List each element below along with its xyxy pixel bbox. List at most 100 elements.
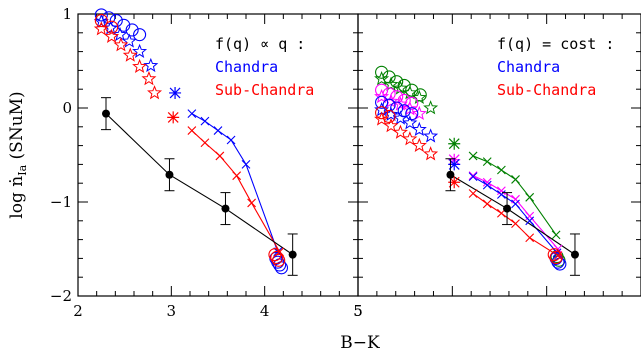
- series-line: [191, 113, 279, 253]
- point-cross: [200, 138, 210, 148]
- point-dot: [221, 204, 230, 213]
- point-star: [411, 137, 427, 152]
- point-circle: [94, 8, 108, 22]
- point-cross: [468, 151, 478, 161]
- point-cross: [468, 172, 478, 182]
- point-asterisk: [448, 158, 461, 171]
- point-star: [121, 33, 137, 48]
- point-star: [411, 105, 427, 121]
- point-star: [383, 76, 399, 91]
- point-star: [141, 70, 157, 86]
- point-cross: [482, 180, 492, 190]
- point-asterisk: [448, 176, 461, 189]
- point-circle: [94, 14, 108, 28]
- series-line: [105, 113, 293, 256]
- point-dot: [102, 109, 110, 118]
- series-line: [472, 155, 557, 236]
- point-cross: [187, 126, 197, 135]
- point-star: [402, 115, 418, 130]
- point-star: [143, 57, 159, 73]
- point-star: [383, 106, 399, 121]
- point-star: [112, 26, 128, 42]
- series-lines: [105, 113, 576, 257]
- legend-left-title: f(q) ∝ q :: [215, 35, 305, 53]
- point-cross: [496, 165, 506, 175]
- point-cross: [215, 151, 225, 161]
- data-marks: [93, 8, 580, 276]
- point-cross: [525, 211, 535, 221]
- point-star: [423, 146, 439, 161]
- point-circle: [125, 23, 139, 37]
- point-star: [402, 85, 418, 100]
- point-star: [93, 21, 109, 36]
- point-star: [104, 28, 120, 43]
- point-circle: [272, 253, 286, 267]
- x-axis-title: B−K: [340, 333, 380, 353]
- y-tick-label: 0: [62, 99, 72, 117]
- point-star: [423, 128, 439, 143]
- series-line: [472, 176, 558, 254]
- series-line: [450, 174, 576, 256]
- x-tick-label: 5: [353, 302, 363, 320]
- point-circle: [382, 87, 396, 101]
- point-star: [147, 85, 163, 100]
- point-dot: [165, 170, 174, 179]
- point-asterisk: [167, 111, 180, 124]
- point-cross: [525, 192, 535, 202]
- x-tick-label: 3: [167, 302, 177, 320]
- point-cross: [482, 199, 492, 209]
- legend-right-chandra: Chandra: [497, 58, 560, 76]
- point-cross: [525, 216, 535, 226]
- point-cross: [496, 186, 506, 196]
- point-star: [423, 100, 439, 115]
- point-cross: [213, 126, 223, 135]
- point-cross: [200, 116, 210, 126]
- point-star: [374, 70, 390, 86]
- point-star: [113, 37, 129, 52]
- point-circle: [547, 248, 561, 262]
- axes-frame: 2 3 4 510−1−25: [50, 5, 641, 320]
- point-cross: [468, 171, 478, 181]
- point-star: [132, 58, 148, 74]
- axis-labels: log ṅIa (SNuM) B−K: [7, 91, 380, 353]
- point-dot: [446, 170, 455, 179]
- point-circle: [405, 83, 419, 97]
- point-cross: [482, 177, 492, 187]
- point-star: [392, 80, 408, 95]
- point-circle: [375, 95, 389, 109]
- point-cross: [496, 190, 506, 199]
- point-star: [411, 121, 427, 136]
- x-tick-label: 2: [73, 302, 83, 320]
- point-cross: [511, 199, 520, 209]
- point-star: [402, 131, 418, 146]
- point-circle: [549, 250, 563, 265]
- x-tick-label: 4: [260, 302, 270, 320]
- legend-left-chandra: Chandra: [215, 58, 278, 76]
- point-star: [383, 117, 399, 133]
- point-star: [122, 47, 138, 62]
- point-cross: [232, 171, 242, 181]
- point-cross: [468, 189, 478, 198]
- point-star: [392, 110, 408, 125]
- point-circle: [397, 104, 411, 118]
- point-cross: [187, 109, 197, 119]
- point-dot: [570, 250, 579, 259]
- point-circle: [382, 98, 396, 112]
- point-cross: [511, 219, 520, 229]
- point-cross: [511, 194, 520, 204]
- point-dot: [288, 250, 297, 259]
- point-star: [132, 43, 148, 58]
- point-star: [374, 88, 390, 104]
- series-line: [472, 175, 559, 250]
- y-tick-label: −2: [50, 287, 72, 305]
- point-dot: [503, 204, 512, 213]
- point-cross: [247, 198, 256, 208]
- point-circle: [375, 106, 389, 120]
- point-star: [93, 13, 109, 28]
- legend-right: f(q) = cost : Chandra Sub-Chandra: [497, 35, 614, 99]
- legend-right-subchandra: Sub-Chandra: [497, 81, 596, 99]
- legend-right-title: f(q) = cost :: [497, 35, 614, 53]
- legend-left: f(q) ∝ q : Chandra Sub-Chandra: [215, 35, 314, 99]
- point-star: [374, 111, 390, 126]
